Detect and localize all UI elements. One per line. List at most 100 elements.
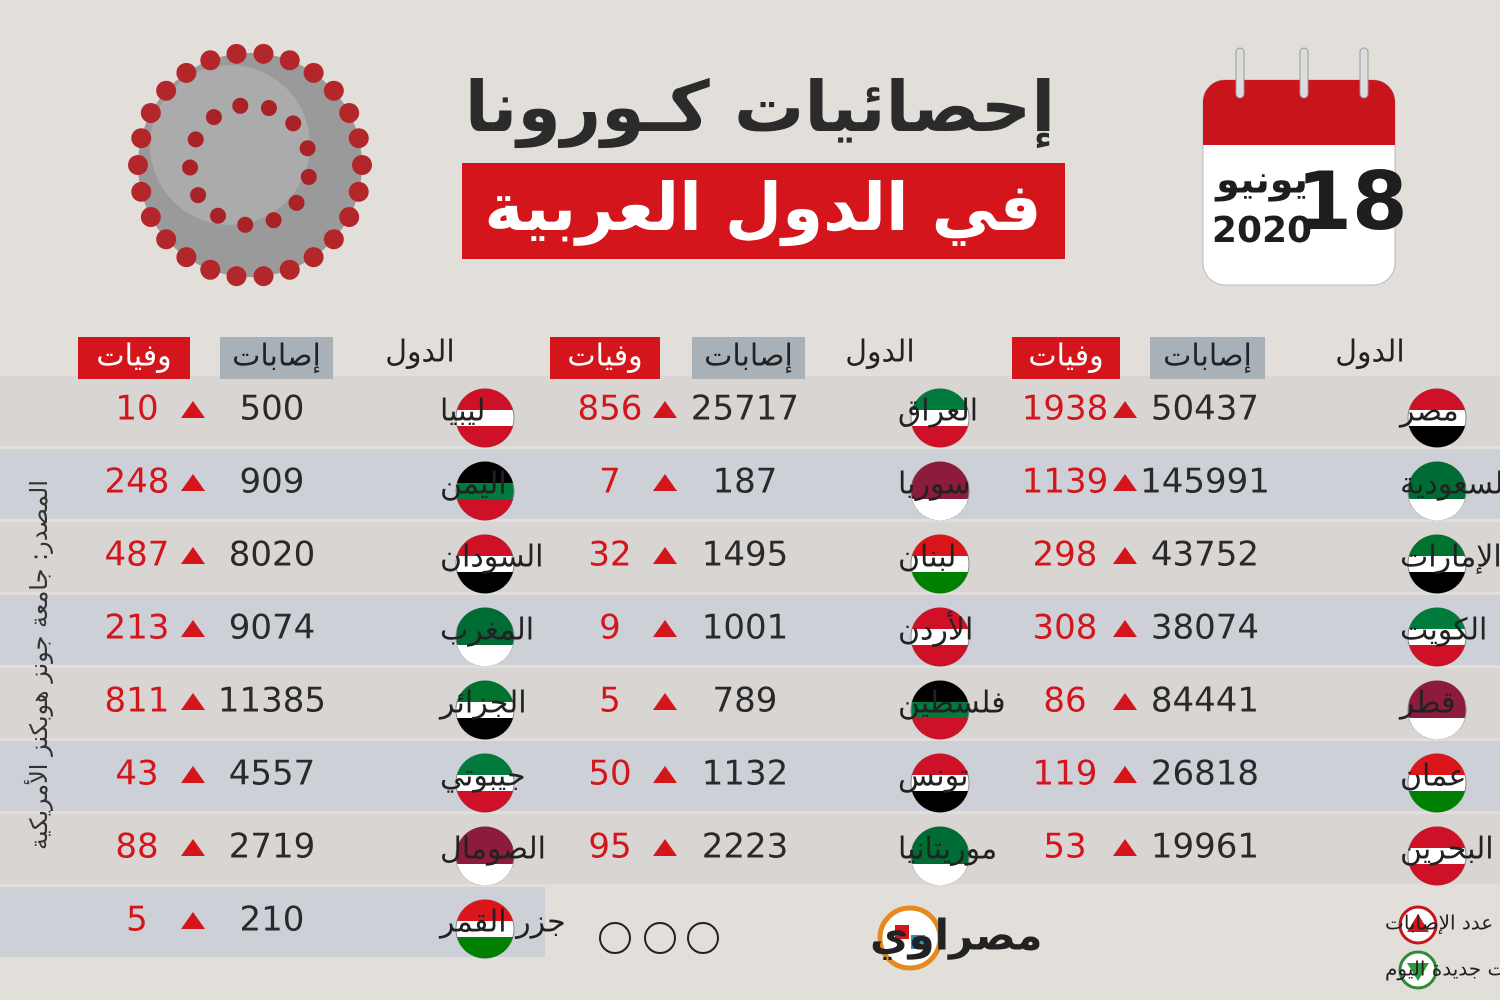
virus-spike [176, 62, 197, 83]
flag-stripe [912, 499, 968, 521]
flag-stripe [457, 826, 513, 848]
virus-spike [131, 181, 152, 202]
cases-value: 1495 [702, 535, 789, 575]
legend-triangle-down [1407, 963, 1429, 981]
flag-stripe [1409, 607, 1465, 629]
title: إحصائيات كـورونا [465, 66, 1055, 149]
country-name: سوريا [898, 467, 971, 502]
deaths-value: 856 [578, 389, 643, 429]
deaths-value: 1139 [1022, 462, 1109, 502]
cases-value: 145991 [1140, 462, 1270, 502]
virus-spike [300, 168, 317, 185]
cases-value: 26818 [1151, 754, 1259, 794]
flag-stripe [457, 572, 513, 594]
cases-value: 1132 [702, 754, 789, 794]
virus-spike [323, 80, 344, 101]
deaths-value: 50 [588, 754, 631, 794]
virus-spike [288, 194, 305, 211]
flag-stripe [912, 534, 968, 556]
cases-value: 43752 [1151, 535, 1259, 575]
virus-spike [226, 266, 247, 287]
cases-value: 2719 [229, 827, 316, 867]
row-band [0, 376, 1500, 446]
header-deaths: وفيات [96, 339, 171, 374]
row-band [0, 741, 1500, 811]
cases-value: 11385 [218, 681, 326, 721]
flag-stripe [912, 718, 968, 740]
flag-stripe [1409, 826, 1465, 848]
increase-triangle [1113, 401, 1137, 418]
virus-spike [237, 216, 254, 233]
flag-stripe [457, 607, 513, 629]
flag-stripe [457, 680, 513, 702]
calendar-year: 2020 [1212, 210, 1312, 251]
country-name: لبنان [898, 540, 956, 575]
increase-triangle [181, 547, 205, 564]
increase-triangle [181, 912, 205, 929]
virus-spike [128, 155, 148, 175]
deaths-value: 10 [115, 389, 158, 429]
flag-stripe [1409, 572, 1465, 594]
increase-triangle [1113, 474, 1137, 491]
deaths-value: 9 [599, 608, 621, 648]
brand-logo-part [895, 925, 909, 939]
header-cases: إصابات [232, 339, 321, 374]
brand-logo-part [911, 935, 925, 949]
deaths-value: 811 [105, 681, 170, 721]
deaths-value: 32 [588, 535, 631, 575]
flag-stripe [1409, 753, 1465, 775]
flag-stripe [912, 864, 968, 886]
flag-stripe [457, 791, 513, 813]
cases-value: 25717 [691, 389, 799, 429]
country-name: السعودية [1400, 467, 1500, 502]
row-band [0, 522, 1500, 592]
increase-triangle [181, 693, 205, 710]
header-deaths: وفيات [567, 339, 642, 374]
flag-stripe [1409, 388, 1465, 410]
virus-spike [140, 102, 161, 123]
flag-stripe [457, 718, 513, 740]
flag-stripe [1409, 680, 1465, 702]
flag-stripe [1409, 426, 1465, 448]
flag-stripe [912, 791, 968, 813]
flag-stripe [457, 937, 513, 959]
virus-spike [303, 62, 324, 83]
virus-spike [156, 80, 177, 101]
brand-logo [877, 905, 943, 971]
flag-stripe [457, 645, 513, 667]
cases-value: 50437 [1151, 389, 1259, 429]
country-name: المغرب [440, 613, 534, 648]
increase-triangle [653, 474, 677, 491]
legend-no-new: لم تسجل إصابات جديدة اليوم [1385, 957, 1500, 982]
virus-spike [348, 181, 369, 202]
country-name: الجزائر [438, 686, 527, 721]
country-name: السودان [440, 540, 543, 575]
virus-spike [299, 140, 316, 157]
social-icons [599, 922, 719, 954]
cases-value: 38074 [1151, 608, 1259, 648]
country-name: البحرين [1400, 832, 1494, 867]
flag-stripe [457, 499, 513, 521]
flag-stripe [457, 534, 513, 556]
virus-spike [352, 155, 372, 175]
flag-stripe [457, 461, 513, 483]
virus-spike [232, 97, 249, 114]
flag-stripe [912, 645, 968, 667]
virus-spike [348, 128, 369, 149]
virus-spike [200, 259, 221, 280]
flag-stripe [912, 607, 968, 629]
increase-triangle [653, 693, 677, 710]
flag-stripe [912, 680, 968, 702]
flag-stripe [457, 899, 513, 921]
deaths-value: 95 [588, 827, 631, 867]
country-name: عمان [1400, 759, 1466, 794]
increase-triangle [653, 547, 677, 564]
deaths-value: 213 [105, 608, 170, 648]
increase-triangle [181, 766, 205, 783]
flag-stripe [457, 388, 513, 410]
country-name: الكويت [1400, 613, 1487, 648]
increase-triangle [181, 401, 205, 418]
header-deaths-box [550, 337, 660, 379]
country-name: جيبوتي [440, 759, 526, 794]
